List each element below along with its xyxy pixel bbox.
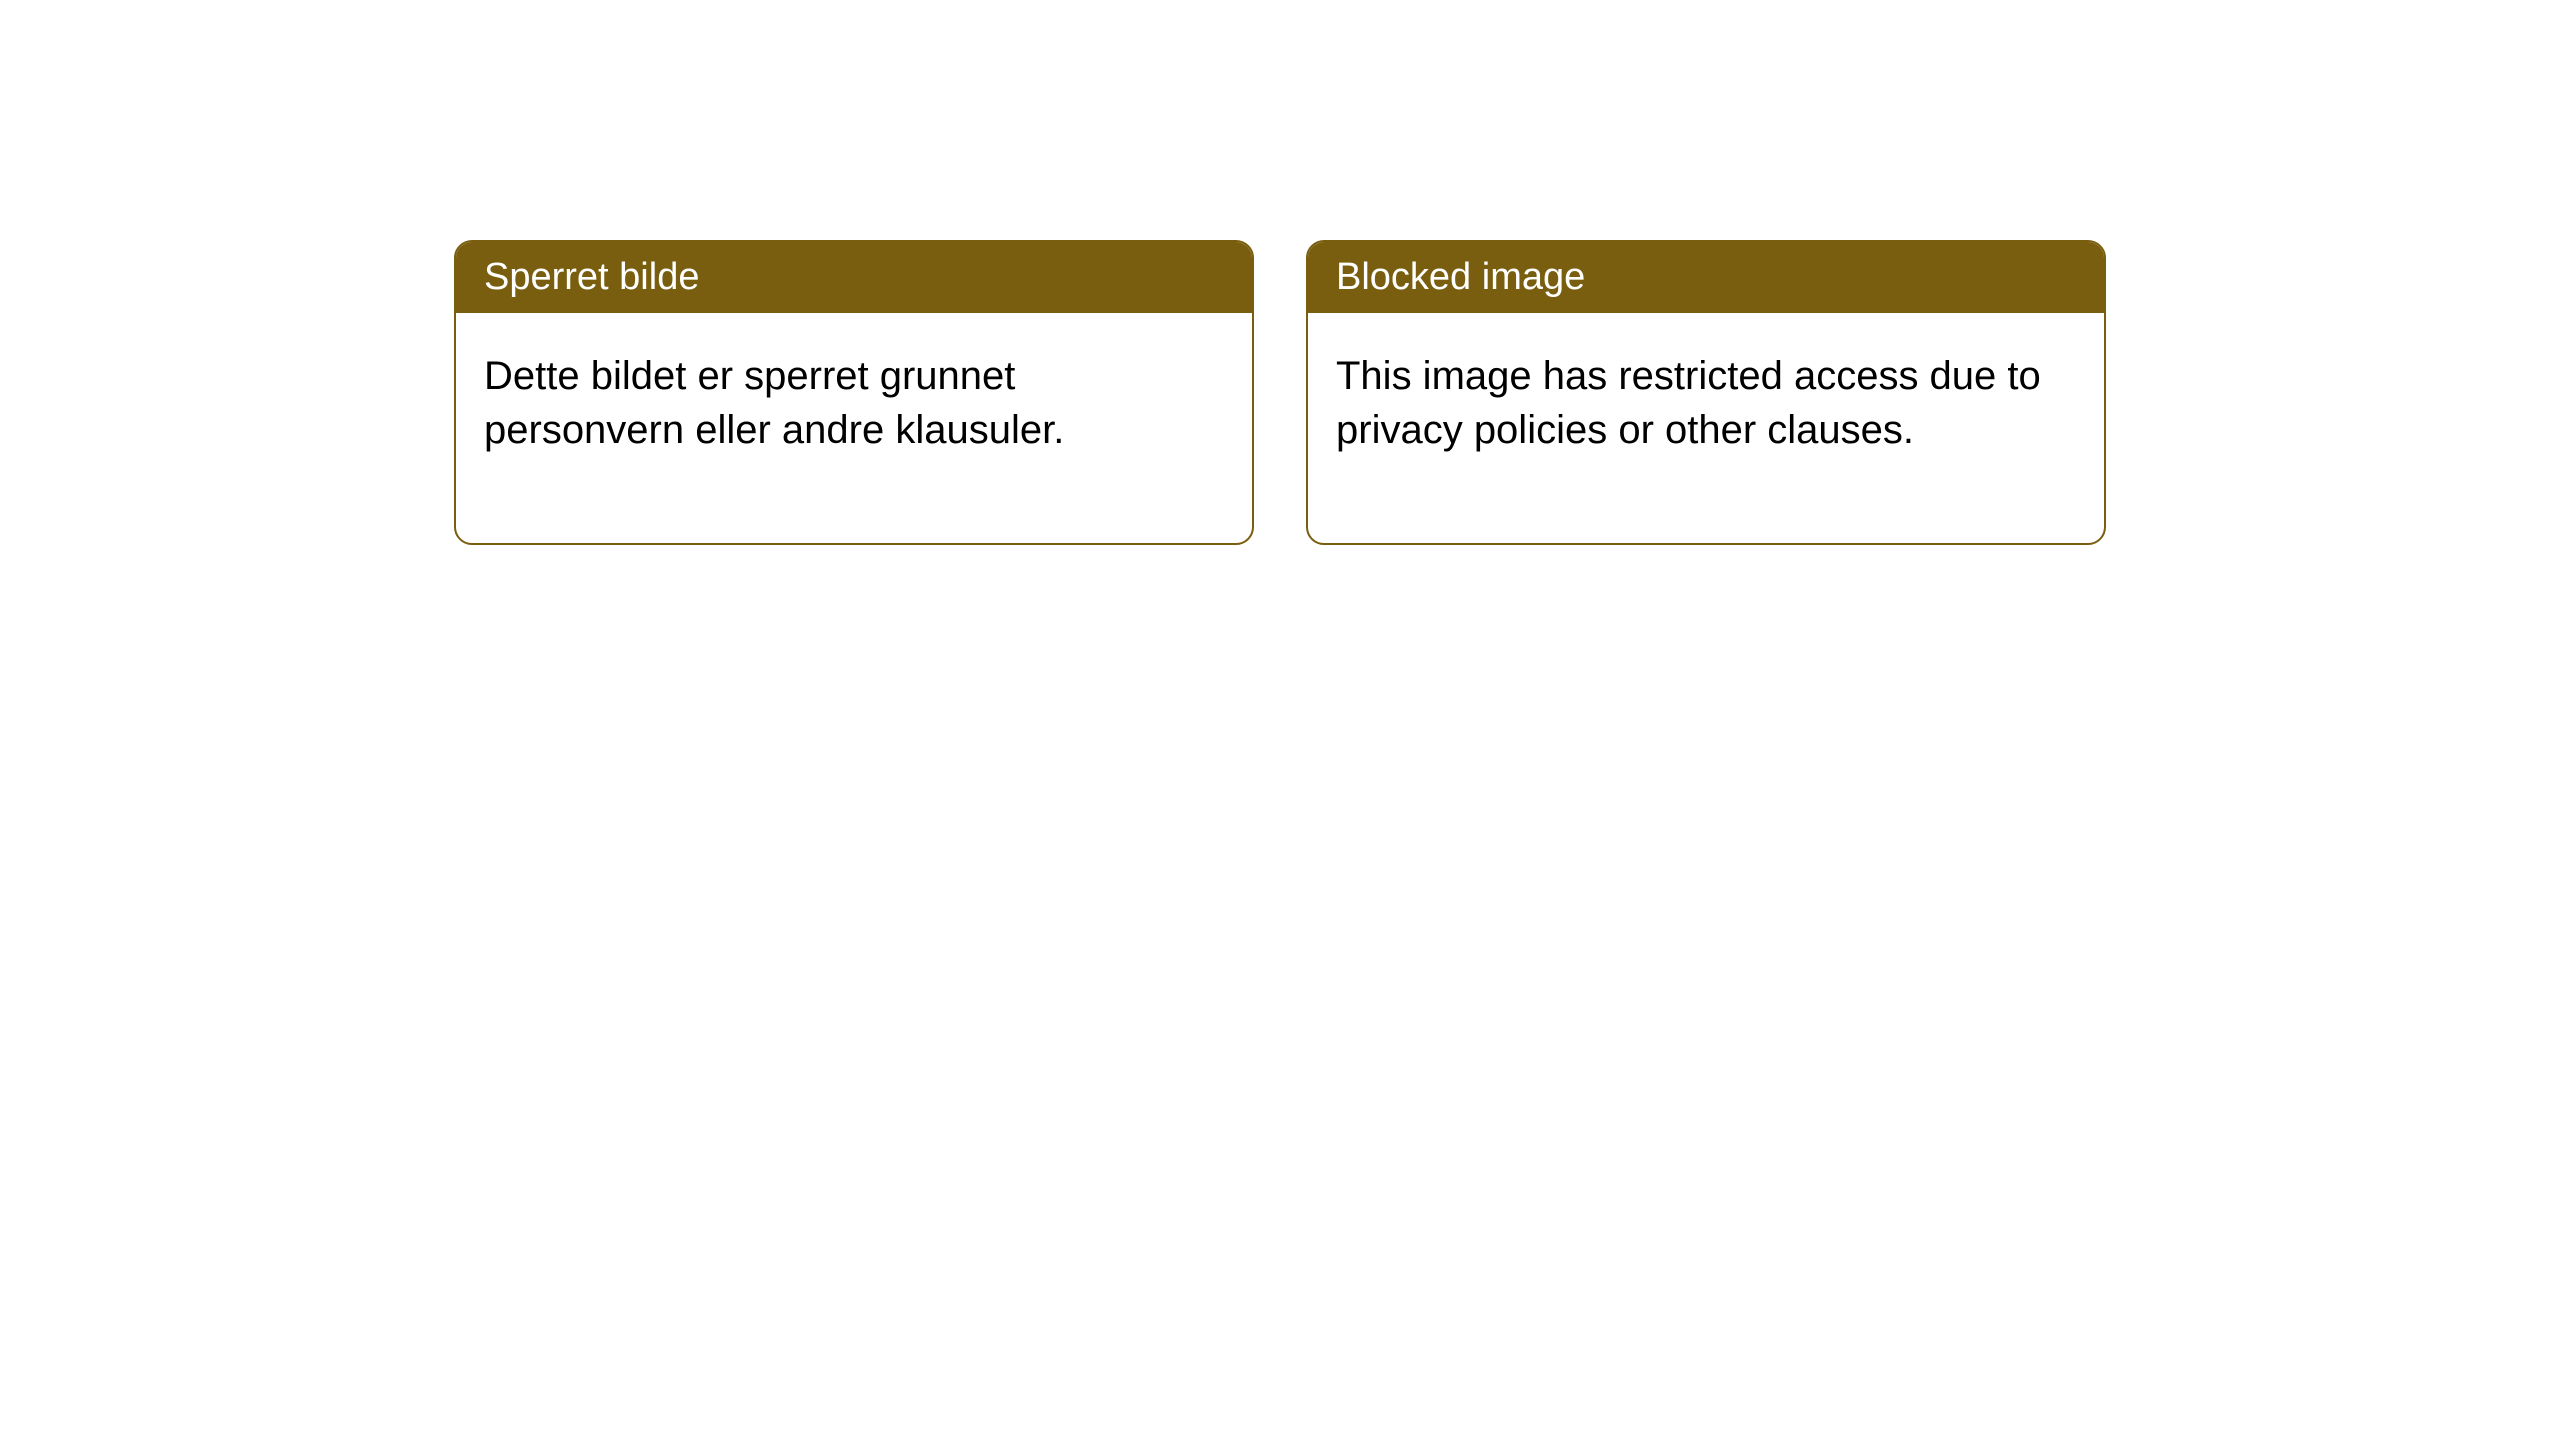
notice-container: Sperret bilde Dette bildet er sperret gr… [0, 0, 2560, 545]
notice-card-title: Blocked image [1336, 256, 1585, 298]
notice-card-header: Blocked image [1308, 242, 2104, 313]
notice-card-body: Dette bildet er sperret grunnet personve… [456, 313, 1252, 543]
notice-card-body: This image has restricted access due to … [1308, 313, 2104, 543]
notice-card-body-text: This image has restricted access due to … [1336, 354, 2041, 452]
notice-card-english: Blocked image This image has restricted … [1306, 240, 2106, 545]
notice-card-norwegian: Sperret bilde Dette bildet er sperret gr… [454, 240, 1254, 545]
notice-card-header: Sperret bilde [456, 242, 1252, 313]
notice-card-title: Sperret bilde [484, 256, 699, 298]
notice-card-body-text: Dette bildet er sperret grunnet personve… [484, 354, 1064, 452]
